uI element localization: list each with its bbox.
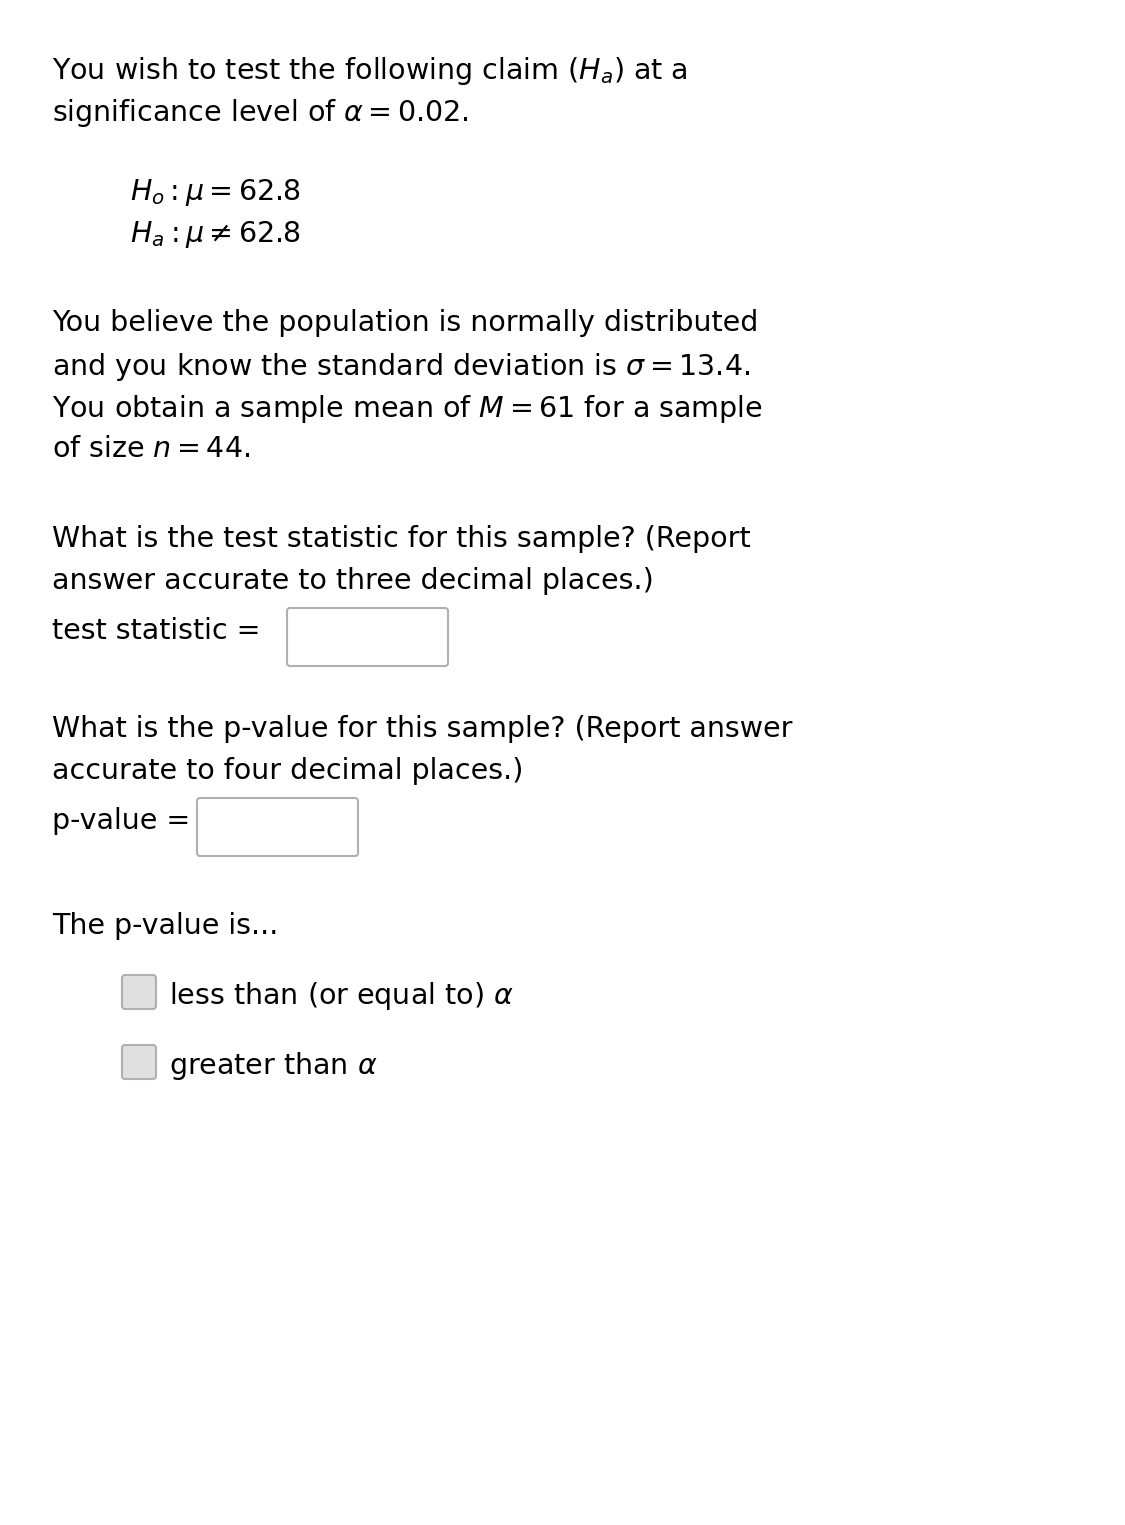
Text: less than (or equal to) $\alpha$: less than (or equal to) $\alpha$: [169, 981, 514, 1013]
Text: test statistic =: test statistic =: [52, 618, 261, 645]
FancyBboxPatch shape: [197, 798, 358, 856]
Text: significance level of $\alpha = 0.02$.: significance level of $\alpha = 0.02$.: [52, 98, 469, 130]
Text: of size $n = 44$.: of size $n = 44$.: [52, 435, 250, 464]
Text: and you know the standard deviation is $\sigma = 13.4$.: and you know the standard deviation is $…: [52, 351, 750, 383]
Text: $H_a:\mu \neq 62.8$: $H_a:\mu \neq 62.8$: [130, 220, 302, 250]
Text: You wish to test the following claim ($H_a$) at a: You wish to test the following claim ($H…: [52, 55, 687, 87]
Text: greater than $\alpha$: greater than $\alpha$: [169, 1051, 378, 1083]
Text: You obtain a sample mean of $M = 61$ for a sample: You obtain a sample mean of $M = 61$ for…: [52, 393, 763, 425]
Text: What is the p-value for this sample? (Report answer: What is the p-value for this sample? (Re…: [52, 715, 792, 743]
Text: accurate to four decimal places.): accurate to four decimal places.): [52, 756, 523, 785]
Text: The p-value is...: The p-value is...: [52, 912, 278, 939]
FancyBboxPatch shape: [287, 608, 448, 666]
Text: What is the test statistic for this sample? (Report: What is the test statistic for this samp…: [52, 525, 750, 554]
Text: $H_o:\mu = 62.8$: $H_o:\mu = 62.8$: [130, 177, 302, 207]
Text: p-value =: p-value =: [52, 807, 190, 836]
FancyBboxPatch shape: [122, 1045, 156, 1080]
Text: answer accurate to three decimal places.): answer accurate to three decimal places.…: [52, 567, 654, 595]
FancyBboxPatch shape: [122, 974, 156, 1010]
Text: You believe the population is normally distributed: You believe the population is normally d…: [52, 310, 758, 337]
